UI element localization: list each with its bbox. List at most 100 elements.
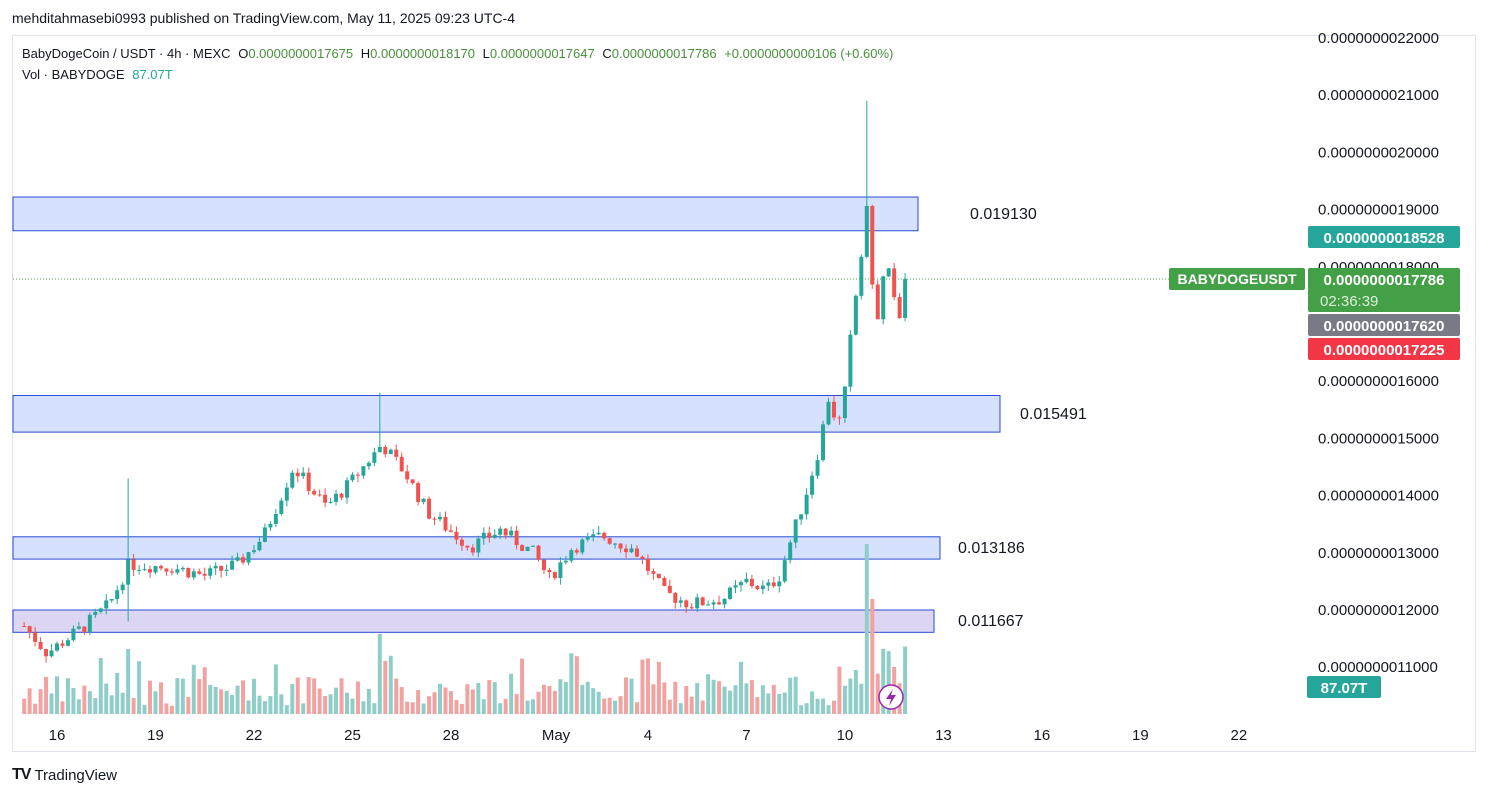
zone-label: 0.015491	[1020, 406, 1087, 423]
volume-bar	[44, 676, 49, 714]
candle-body	[82, 626, 87, 633]
volume-bar	[744, 683, 749, 714]
volume-bar	[355, 681, 360, 714]
volume-bar	[443, 687, 448, 714]
volume-bar	[142, 704, 147, 714]
volume-bar	[788, 677, 793, 714]
candle-body	[454, 531, 459, 540]
candle-body	[602, 532, 607, 539]
candle-body	[109, 599, 114, 601]
volume-bar	[777, 693, 782, 714]
volume-bar	[197, 679, 202, 714]
volume-bar	[268, 696, 273, 714]
candle-body	[700, 597, 705, 606]
volume-legend: Vol · BABYDOGE 87.07T	[22, 67, 177, 82]
volume-bar	[531, 699, 536, 714]
candle-body	[230, 560, 235, 570]
volume-bar	[476, 683, 481, 714]
candle-body	[738, 582, 743, 586]
candle-body	[788, 542, 793, 561]
volume-bar	[465, 684, 470, 714]
volume-bar	[481, 699, 486, 714]
volume-bar	[782, 692, 787, 714]
volume-bar	[186, 696, 191, 714]
candle-body	[115, 590, 120, 600]
candle-body	[804, 494, 809, 515]
candle-body	[656, 573, 661, 579]
candle-body	[903, 279, 908, 318]
candle-body	[848, 334, 853, 387]
candle-body	[312, 490, 317, 495]
candle-body	[531, 545, 536, 547]
volume-bar	[87, 691, 92, 714]
volume-bar	[864, 544, 869, 714]
volume-bar	[487, 679, 492, 714]
volume-bar	[175, 678, 180, 714]
candle-body	[541, 559, 546, 571]
candle-body	[563, 560, 568, 563]
volume-bar	[98, 658, 103, 714]
candle-body	[344, 480, 349, 498]
footer-brand[interactable]: TradingView	[34, 766, 117, 784]
candle-body	[27, 626, 32, 633]
volume-bar	[120, 692, 125, 714]
candle-body	[219, 565, 224, 571]
volume-bar	[191, 664, 196, 714]
volume-bar	[602, 698, 607, 714]
candle-body	[459, 539, 464, 546]
volume-bar	[509, 673, 514, 714]
tradingview-logo-icon[interactable]: TV	[12, 766, 31, 783]
volume-bar	[574, 656, 579, 714]
chart-frame	[12, 35, 1476, 752]
candle-body	[728, 587, 733, 599]
price-label-text: 0.0000000017620	[1324, 318, 1445, 335]
candle-body	[383, 446, 388, 455]
volume-bar	[492, 682, 497, 714]
candle-body	[821, 424, 826, 461]
volume-bar	[711, 679, 716, 714]
volume-bar	[344, 692, 349, 714]
volume-bar	[459, 703, 464, 714]
volume-bar	[328, 694, 333, 714]
volume-bar	[771, 684, 776, 714]
support-resistance-zone	[12, 609, 935, 633]
volume-bar	[689, 696, 694, 714]
volume-bar	[131, 698, 136, 714]
volume-bar	[202, 667, 207, 714]
legend-low: L0.0000000017647	[482, 46, 595, 61]
candle-body	[257, 541, 262, 551]
candle-body	[169, 571, 174, 573]
zone-label: 0.013186	[958, 540, 1025, 557]
candle-body	[158, 566, 163, 569]
volume-bar	[394, 678, 399, 714]
candle-body	[251, 550, 256, 553]
volume-bar	[27, 688, 32, 714]
candle-body	[552, 572, 557, 578]
volume-bar	[645, 658, 650, 714]
candle-body	[317, 494, 322, 496]
volume-bar	[49, 693, 54, 714]
volume-bar	[312, 678, 317, 714]
candle-body	[481, 532, 486, 539]
candle-body	[438, 516, 443, 520]
candle-body	[886, 268, 891, 277]
symbol-tag	[1169, 268, 1305, 290]
volume-bar	[837, 666, 842, 714]
volume-bar	[498, 703, 503, 714]
volume-bar	[903, 646, 908, 714]
candle-body	[366, 462, 371, 467]
candle-body	[241, 557, 246, 563]
volume-bar	[853, 669, 858, 714]
candle-body	[465, 545, 470, 548]
candle-body	[870, 206, 875, 285]
volume-bar	[416, 690, 421, 714]
candle-body	[290, 472, 295, 488]
volume-bar	[454, 699, 459, 714]
candle-body	[782, 560, 787, 582]
candle-body	[394, 449, 399, 457]
candle-body	[301, 472, 306, 477]
price-label-teal	[1308, 226, 1460, 248]
volume-bar	[673, 681, 678, 714]
legend-close: C0.0000000017786	[602, 46, 717, 61]
